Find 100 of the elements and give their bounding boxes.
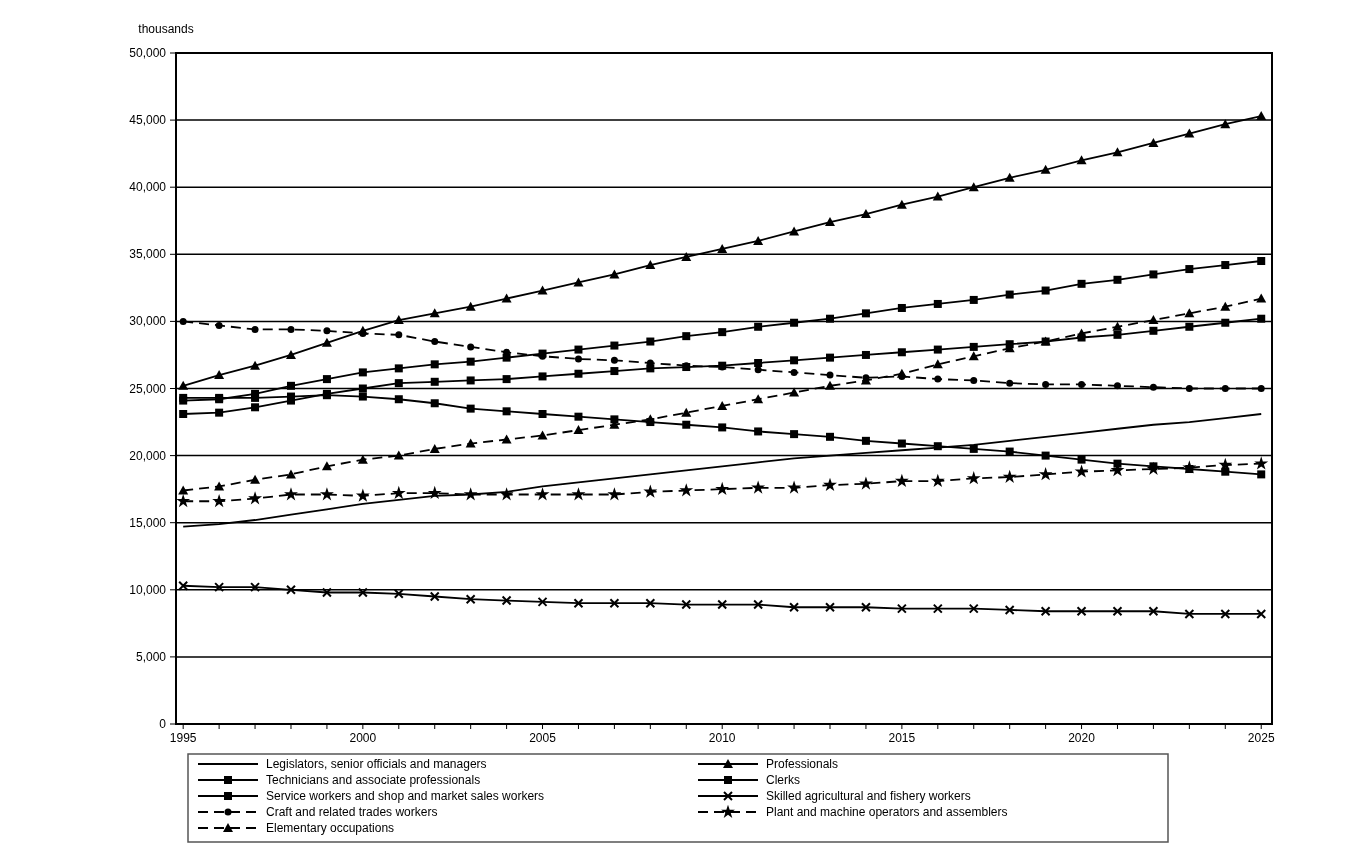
point bbox=[287, 325, 295, 333]
x-tick-label: 2020 bbox=[1068, 731, 1096, 745]
point bbox=[573, 598, 584, 609]
point bbox=[1077, 279, 1086, 288]
point bbox=[1218, 457, 1233, 471]
point bbox=[358, 368, 367, 377]
point bbox=[1041, 286, 1050, 295]
point bbox=[1149, 383, 1157, 391]
point bbox=[573, 425, 584, 435]
y-tick-label: 35,000 bbox=[129, 247, 167, 262]
point bbox=[1005, 290, 1014, 299]
point bbox=[1221, 318, 1230, 327]
point bbox=[1221, 261, 1230, 270]
point bbox=[214, 582, 225, 593]
point bbox=[321, 337, 332, 347]
point bbox=[681, 407, 692, 417]
y-tick-label: 30,000 bbox=[129, 314, 167, 329]
y-tick-label: 25,000 bbox=[129, 381, 167, 396]
point bbox=[969, 444, 978, 453]
point bbox=[754, 427, 763, 436]
point bbox=[896, 603, 907, 614]
point bbox=[430, 399, 439, 408]
point bbox=[717, 599, 728, 610]
point bbox=[787, 480, 802, 494]
point bbox=[934, 375, 942, 383]
x-tick-label: 2025 bbox=[1247, 731, 1275, 745]
point bbox=[610, 367, 619, 376]
point bbox=[537, 285, 548, 295]
point bbox=[1149, 270, 1158, 279]
point bbox=[284, 487, 298, 501]
point bbox=[826, 353, 835, 362]
point bbox=[715, 481, 730, 496]
point bbox=[465, 594, 476, 605]
point bbox=[1076, 155, 1087, 165]
point bbox=[861, 350, 870, 359]
x-tick-label: 2010 bbox=[708, 731, 736, 745]
point bbox=[753, 599, 764, 610]
point bbox=[930, 473, 945, 488]
point bbox=[897, 348, 906, 357]
y-tick-label: 0 bbox=[159, 717, 167, 731]
point bbox=[285, 469, 296, 479]
point bbox=[789, 387, 800, 397]
point bbox=[790, 430, 799, 439]
legend-label: Plant and machine operators and assemblers bbox=[766, 805, 1008, 819]
legend-label: Elementary occupations bbox=[266, 821, 395, 835]
point bbox=[1185, 385, 1193, 392]
x-tick-label: 2000 bbox=[349, 731, 377, 745]
point bbox=[790, 368, 798, 376]
point bbox=[825, 602, 836, 613]
point bbox=[1220, 608, 1231, 619]
point bbox=[646, 337, 655, 346]
point bbox=[1148, 315, 1159, 325]
point bbox=[1077, 455, 1086, 464]
point bbox=[429, 308, 440, 318]
point bbox=[359, 329, 367, 337]
point bbox=[682, 332, 691, 341]
point bbox=[466, 357, 475, 366]
point bbox=[1113, 275, 1122, 284]
point bbox=[1182, 460, 1197, 474]
y-axis-title: thousands bbox=[138, 22, 194, 36]
legend-label: Professionals bbox=[766, 757, 839, 771]
point bbox=[321, 461, 332, 471]
point bbox=[501, 595, 512, 606]
legend-label: Craft and related trades workers bbox=[266, 805, 438, 819]
point bbox=[285, 584, 296, 595]
y-tick-label: 15,000 bbox=[129, 515, 167, 530]
point bbox=[393, 450, 404, 460]
point bbox=[789, 602, 800, 613]
y-tick-label: 40,000 bbox=[129, 180, 167, 195]
point bbox=[429, 591, 440, 602]
point bbox=[825, 217, 836, 227]
point bbox=[966, 471, 981, 485]
point bbox=[1076, 606, 1087, 617]
point bbox=[178, 380, 189, 390]
point bbox=[1185, 265, 1194, 274]
point bbox=[860, 209, 871, 219]
point bbox=[574, 412, 583, 421]
point bbox=[969, 342, 978, 351]
point bbox=[681, 599, 692, 610]
point bbox=[285, 349, 296, 359]
point bbox=[427, 485, 442, 500]
point bbox=[609, 598, 620, 609]
point bbox=[1221, 385, 1229, 392]
point bbox=[1254, 456, 1269, 470]
point bbox=[790, 318, 799, 327]
point bbox=[176, 493, 191, 508]
point bbox=[1146, 461, 1161, 475]
point bbox=[717, 243, 728, 253]
y-tick-label: 50,000 bbox=[129, 46, 167, 60]
point bbox=[933, 299, 942, 308]
point bbox=[251, 403, 260, 412]
point bbox=[537, 596, 548, 607]
point bbox=[393, 315, 404, 325]
point bbox=[1040, 164, 1051, 174]
point bbox=[1040, 606, 1051, 617]
point bbox=[430, 377, 439, 386]
point bbox=[754, 359, 763, 367]
point bbox=[609, 269, 620, 279]
point bbox=[679, 483, 694, 497]
point bbox=[896, 368, 907, 378]
